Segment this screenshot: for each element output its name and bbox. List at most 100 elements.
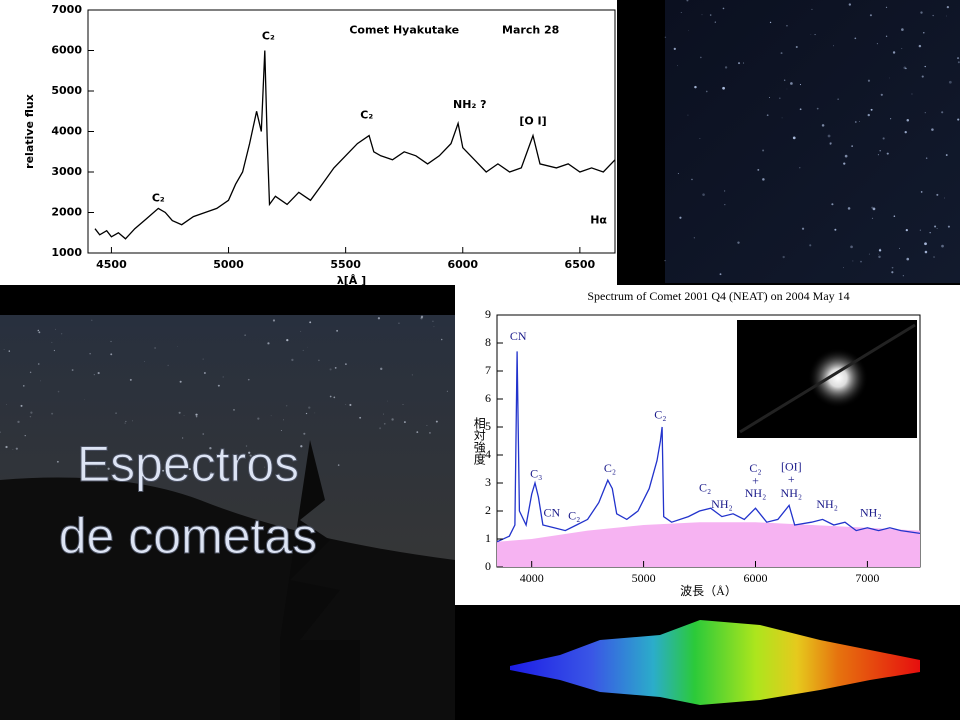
star [309, 321, 312, 324]
star [941, 244, 944, 248]
star [891, 266, 894, 269]
star [801, 227, 805, 230]
star [222, 376, 224, 378]
star [879, 248, 881, 249]
star [933, 256, 935, 258]
star [869, 14, 872, 17]
star [693, 237, 695, 239]
star [724, 190, 726, 192]
star [844, 154, 848, 158]
star [333, 396, 336, 399]
star [691, 178, 693, 181]
annotation: Hα [590, 214, 607, 227]
annotation: C₂ [568, 508, 580, 522]
y-axis-label: relative flux [23, 94, 36, 169]
star [679, 216, 682, 219]
star [162, 469, 165, 472]
star [906, 257, 910, 261]
star [892, 51, 896, 54]
star [6, 404, 7, 405]
annotation: [O I] [519, 114, 546, 127]
star [878, 249, 882, 252]
star [8, 350, 11, 352]
star [792, 136, 796, 140]
star [286, 338, 289, 342]
star [37, 329, 40, 332]
star [110, 353, 113, 356]
x-tick-label: 5000 [632, 571, 656, 585]
star [924, 250, 928, 254]
star [946, 5, 950, 9]
star [402, 404, 404, 405]
star [834, 228, 837, 231]
star [832, 45, 834, 47]
star [854, 121, 857, 123]
star [91, 319, 93, 321]
star [854, 37, 857, 40]
star [885, 35, 888, 37]
chart: 4500 5000 5500 6000 6500 1000 2000 3000 4000 5000… [23, 3, 616, 287]
star [302, 349, 304, 351]
star [743, 62, 745, 64]
star [71, 369, 74, 371]
star [893, 215, 896, 217]
star [699, 138, 701, 139]
star [329, 368, 332, 371]
star [931, 128, 934, 131]
star [248, 451, 251, 454]
star [936, 193, 939, 196]
star [280, 430, 282, 431]
y-tick-label: 4000 [51, 125, 82, 138]
star [429, 432, 431, 434]
star [799, 108, 802, 111]
star [411, 374, 414, 376]
star [349, 403, 352, 406]
star [247, 378, 250, 381]
star [233, 409, 235, 411]
star [738, 62, 741, 65]
star [664, 36, 667, 39]
star [829, 142, 832, 145]
star [336, 329, 339, 332]
star [921, 75, 924, 78]
comet-line [739, 323, 916, 434]
star [702, 193, 705, 196]
star [821, 124, 825, 127]
star [880, 93, 883, 96]
star [945, 154, 948, 156]
star [664, 259, 666, 262]
x-tick-label: 5000 [213, 258, 244, 271]
star [920, 11, 923, 14]
y-axis-label: 相対強度 [472, 417, 486, 465]
star [799, 167, 801, 169]
star [924, 242, 927, 246]
star [677, 65, 679, 67]
y-tick-label: 1 [485, 531, 491, 545]
comet-head [808, 348, 868, 408]
star [879, 150, 881, 152]
star [831, 203, 834, 206]
star [941, 111, 944, 114]
star [814, 34, 816, 36]
star [769, 21, 772, 24]
star [686, 0, 689, 2]
x-tick-label: 4500 [96, 258, 127, 271]
star [882, 137, 885, 140]
x-tick-label: 5500 [330, 258, 361, 271]
star [416, 431, 419, 434]
star [379, 427, 382, 430]
star [714, 21, 716, 23]
star [700, 56, 702, 59]
star [56, 460, 59, 463]
star [22, 385, 25, 387]
chart: 4000 5000 6000 7000 0 1 2 3 4 5 6 7 8 9 CN C₃ CN C₂ C₂ C₂ C₂… [472, 289, 921, 598]
star [947, 225, 950, 228]
annotation: C₂ [152, 191, 165, 204]
star [757, 168, 760, 171]
star [188, 468, 191, 471]
annotation: NH₂ [711, 497, 733, 511]
stars [0, 315, 448, 474]
star [283, 419, 284, 421]
star [3, 349, 5, 350]
star [270, 415, 272, 417]
